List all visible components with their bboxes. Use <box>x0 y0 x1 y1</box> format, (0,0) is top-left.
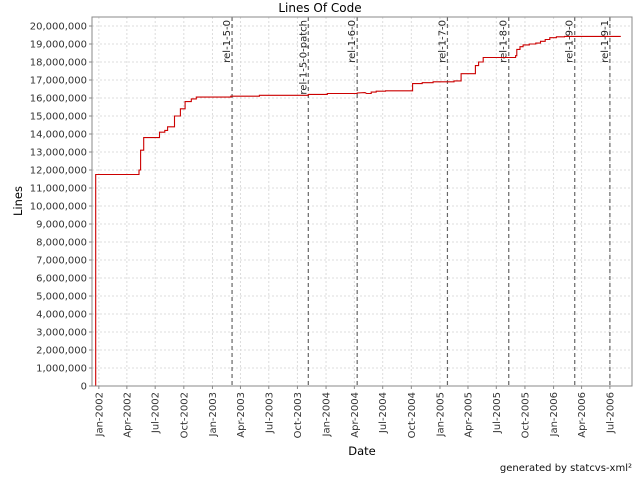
y-tick-label: 6,000,000 <box>36 274 87 285</box>
y-tick-label: 3,000,000 <box>36 328 87 339</box>
y-tick-label: 1,000,000 <box>36 364 87 375</box>
x-tick-label: Oct-2005 <box>520 392 531 438</box>
x-tick-label: Jan-2002 <box>94 392 105 437</box>
y-tick-label: 11,000,000 <box>30 184 87 195</box>
chart-title: Lines Of Code <box>278 1 361 15</box>
y-tick-label: 5,000,000 <box>36 292 87 303</box>
y-tick-label: 4,000,000 <box>36 310 87 321</box>
y-tick-label: 18,000,000 <box>30 58 87 69</box>
x-tick-label: Jan-2004 <box>322 392 333 437</box>
release-label: rel-1-8-0 <box>499 20 510 63</box>
x-tick-label: Oct-2004 <box>407 392 418 438</box>
y-tick-label: 2,000,000 <box>36 346 87 357</box>
x-tick-label: Oct-2002 <box>179 392 190 438</box>
y-tick-label: 7,000,000 <box>36 256 87 267</box>
x-tick-label: Jul-2004 <box>378 392 389 434</box>
y-tick-label: 14,000,000 <box>30 130 87 141</box>
plot-frame <box>91 16 633 387</box>
series-group <box>95 35 621 386</box>
y-axis-ticks: 0 1,000,000 2,000,000 3,000,000 4,000,000 5,0… <box>30 22 92 393</box>
x-tick-label: Apr-2004 <box>350 392 361 438</box>
gridlines <box>92 17 632 387</box>
x-tick-label: Jan-2005 <box>435 392 446 437</box>
y-tick-label: 15,000,000 <box>30 112 87 123</box>
y-tick-label: 16,000,000 <box>30 94 87 105</box>
x-tick-label: Jul-2002 <box>151 392 162 434</box>
release-label: rel-1-5-0-patch <box>298 20 309 95</box>
release-label: rel-1-7-0 <box>437 20 448 63</box>
x-tick-label: Oct-2003 <box>293 392 304 438</box>
y-tick-label: 20,000,000 <box>30 22 87 33</box>
x-axis-ticks: Jan-2002 Apr-2002 Jul-2002 Oct-2002 Jan-2003… <box>94 386 616 438</box>
y-tick-label: 13,000,000 <box>30 148 87 159</box>
y-tick-label: 17,000,000 <box>30 76 87 87</box>
y-tick-label: 8,000,000 <box>36 238 87 249</box>
x-tick-label: Apr-2006 <box>577 392 588 438</box>
release-label: rel-1-9-0 <box>565 20 576 63</box>
y-axis-label: Lines <box>11 186 25 216</box>
x-tick-label: Jan-2006 <box>549 392 560 437</box>
generator-credit: generated by statcvs-xml² <box>499 463 632 474</box>
release-label: rel-1-9-1 <box>600 20 611 63</box>
x-tick-label: Apr-2005 <box>463 392 474 438</box>
x-tick-label: Apr-2002 <box>122 392 133 438</box>
x-tick-label: Jan-2003 <box>208 392 219 437</box>
x-tick-label: Jul-2003 <box>264 392 275 434</box>
release-markers: rel-1-5-0 rel-1-5-0-patch rel-1-6-0 rel-1-7… <box>222 17 611 386</box>
y-tick-label: 9,000,000 <box>36 220 87 231</box>
x-axis-label: Date <box>348 444 376 458</box>
y-tick-label: 0 <box>81 382 87 393</box>
y-tick-label: 10,000,000 <box>30 202 87 213</box>
x-tick-label: Apr-2003 <box>236 392 247 438</box>
release-label: rel-1-5-0 <box>222 20 233 63</box>
y-tick-label: 12,000,000 <box>30 166 87 177</box>
loc-series-line <box>95 35 621 386</box>
y-tick-label: 19,000,000 <box>30 40 87 51</box>
release-label: rel-1-6-0 <box>347 20 358 63</box>
x-tick-label: Jul-2005 <box>492 392 503 434</box>
x-tick-label: Jul-2006 <box>605 392 616 434</box>
